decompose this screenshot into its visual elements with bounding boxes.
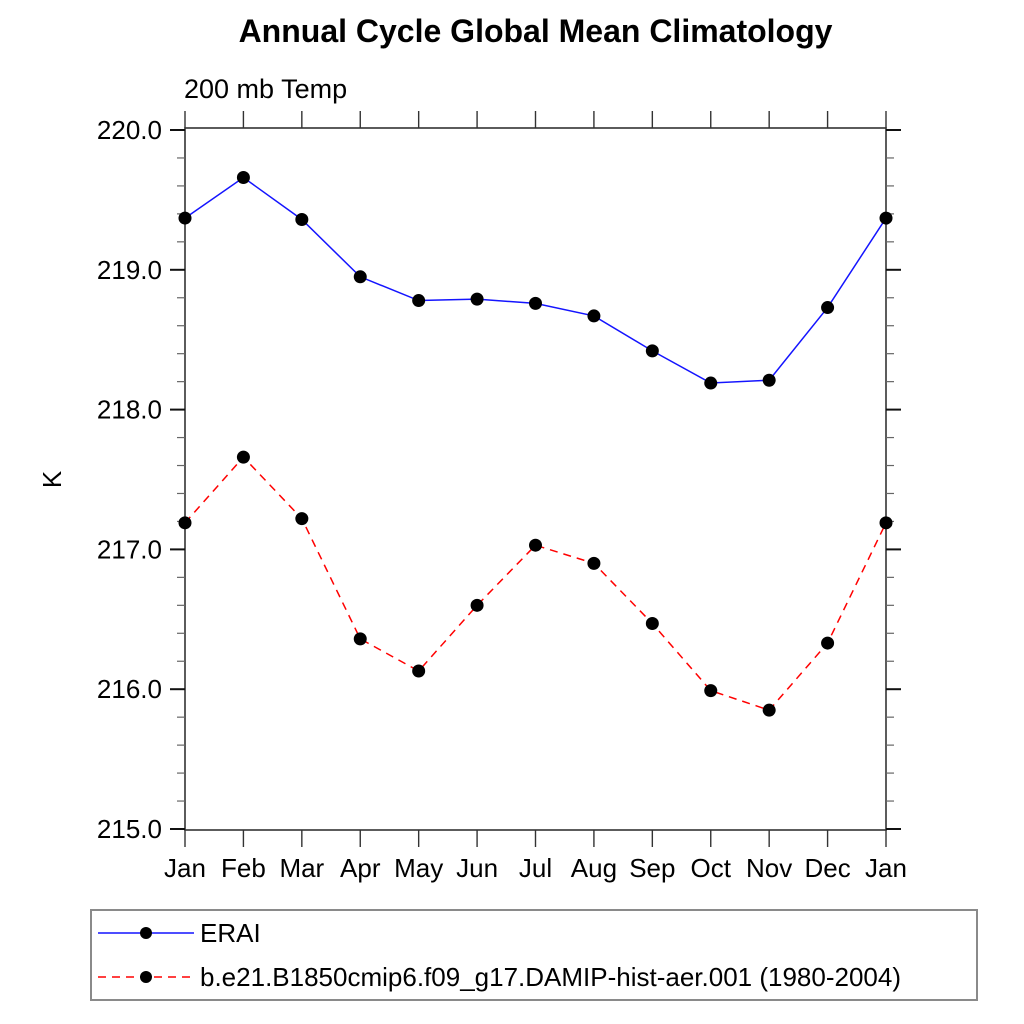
data-point-marker-0 <box>470 292 484 306</box>
data-point-marker-1 <box>704 684 718 698</box>
data-point-marker-1 <box>178 516 192 530</box>
data-point-marker-1 <box>587 556 601 570</box>
chart-subtitle: 200 mb Temp <box>184 74 348 104</box>
data-point-marker-1 <box>353 632 367 646</box>
data-point-marker-1 <box>762 703 776 717</box>
x-axis-tick-label: Aug <box>571 853 617 883</box>
plot-border <box>184 127 887 831</box>
x-axis-tick-label: Nov <box>746 853 792 883</box>
data-point-marker-0 <box>704 376 718 390</box>
legend-label: ERAI <box>200 917 261 948</box>
series-line-0 <box>184 176 887 384</box>
x-axis-tick-label: Feb <box>221 853 266 883</box>
data-point-marker-0 <box>178 211 192 225</box>
data-point-marker-0 <box>353 270 367 284</box>
data-point-marker-1 <box>295 512 309 526</box>
legend-marker-icon <box>140 971 152 983</box>
x-axis-tick-label: Jan <box>865 853 907 883</box>
data-point-marker-1 <box>821 636 835 650</box>
x-axis-tick-label: Oct <box>691 853 732 883</box>
data-point-marker-0 <box>879 211 893 225</box>
data-point-marker-0 <box>412 294 426 308</box>
legend-item: b.e21.B1850cmip6.f09_g17.DAMIP-hist-aer.… <box>96 956 976 998</box>
data-point-marker-0 <box>645 344 659 358</box>
legend-item: ERAI <box>96 912 976 954</box>
legend-box: ERAI b.e21.B1850cmip6.f09_g17.DAMIP-hist-… <box>90 909 978 1001</box>
data-point-marker-1 <box>879 516 893 530</box>
data-point-marker-0 <box>762 373 776 387</box>
legend-label: b.e21.B1850cmip6.f09_g17.DAMIP-hist-aer.… <box>200 961 901 992</box>
y-axis-tick-label: 220.0 <box>97 115 162 145</box>
data-point-marker-1 <box>412 664 426 678</box>
x-axis-tick-label: Apr <box>340 853 381 883</box>
x-axis-tick-label: Jan <box>164 853 206 883</box>
x-axis-tick-label: Dec <box>804 853 850 883</box>
y-axis-tick-label: 215.0 <box>97 814 162 844</box>
data-point-marker-1 <box>645 616 659 630</box>
legend-marker-icon <box>140 927 152 939</box>
x-axis-tick-label: Jul <box>519 853 552 883</box>
data-point-marker-0 <box>587 309 601 323</box>
y-axis-tick-label: 218.0 <box>97 395 162 425</box>
data-point-marker-1 <box>529 538 542 552</box>
data-point-marker-0 <box>236 171 250 185</box>
series-line-1 <box>184 456 887 712</box>
data-point-marker-1 <box>236 450 250 464</box>
y-axis-tick-label: 216.0 <box>97 674 162 704</box>
legend-line-sample <box>98 971 194 983</box>
chart-title: Annual Cycle Global Mean Climatology <box>238 13 833 49</box>
data-point-marker-0 <box>529 296 542 310</box>
x-axis-tick-label: Jun <box>456 853 498 883</box>
x-axis-tick-label: Sep <box>629 853 675 883</box>
y-axis-tick-label: 217.0 <box>97 534 162 564</box>
x-axis-tick-label: May <box>394 853 443 883</box>
data-point-marker-0 <box>295 212 309 226</box>
x-axis-tick-label: Mar <box>279 853 324 883</box>
data-point-marker-1 <box>470 598 484 612</box>
data-point-marker-0 <box>821 301 835 315</box>
y-axis-tick-label: 219.0 <box>97 255 162 285</box>
legend-line-sample <box>98 927 194 939</box>
